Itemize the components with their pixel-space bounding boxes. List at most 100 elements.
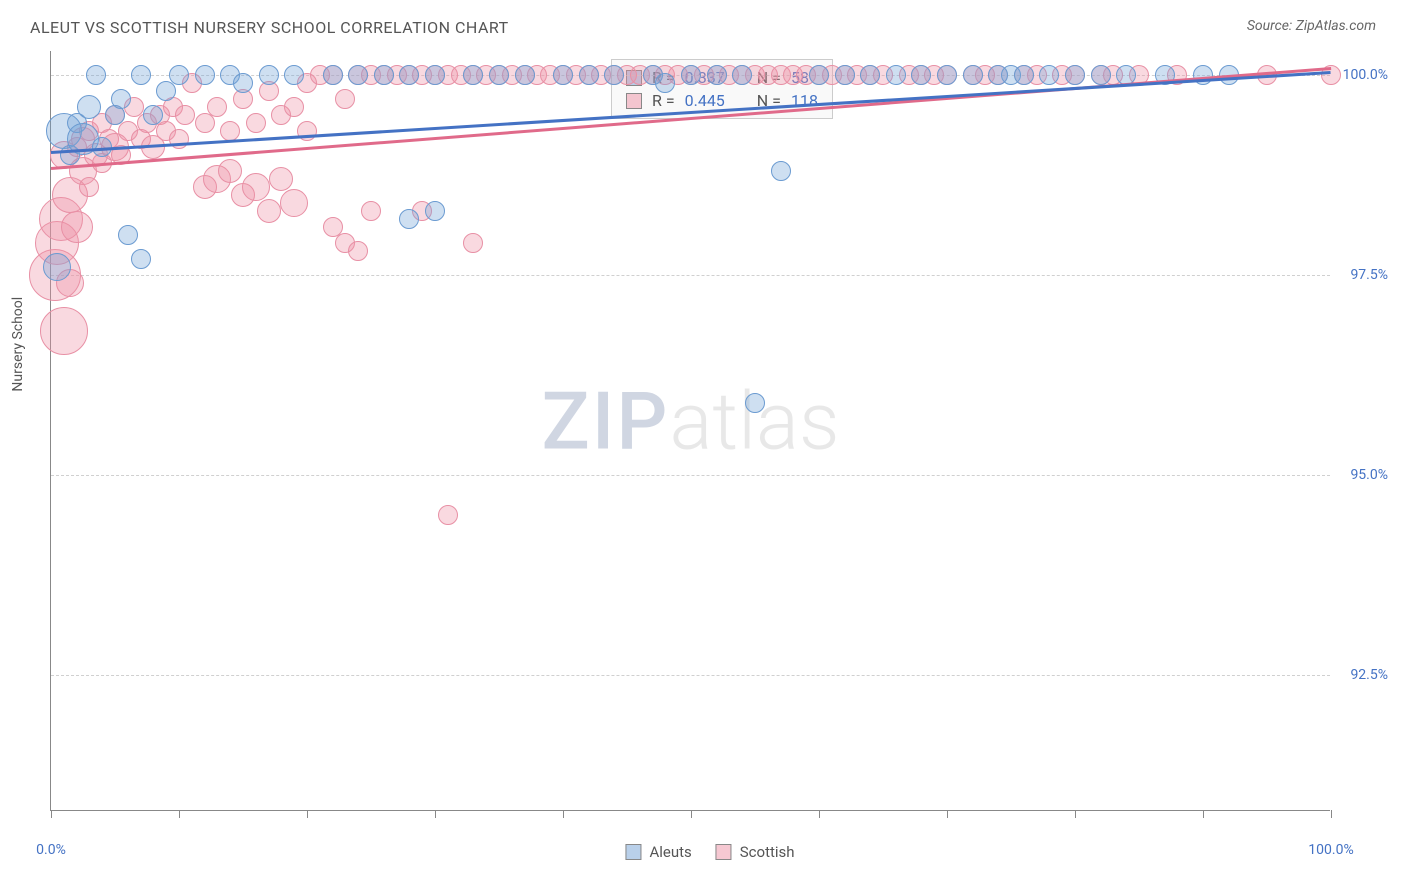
scottish-swatch-icon	[626, 93, 642, 109]
watermark: ZIPatlas	[542, 374, 840, 468]
data-point	[131, 65, 151, 85]
gridline	[51, 475, 1330, 476]
data-point	[233, 73, 253, 93]
legend-label-scottish: Scottish	[740, 843, 795, 861]
data-point	[438, 505, 458, 525]
r-label: R =	[652, 91, 675, 110]
scottish-r-value: 0.445	[685, 91, 725, 110]
data-point	[131, 249, 151, 269]
data-point	[361, 201, 381, 221]
data-point	[1039, 65, 1059, 85]
data-point	[374, 65, 394, 85]
data-point	[143, 105, 163, 125]
data-point	[218, 159, 242, 183]
xtick	[1331, 810, 1332, 818]
data-point	[1014, 65, 1034, 85]
data-point	[399, 65, 419, 85]
data-point	[257, 199, 281, 223]
data-point	[242, 173, 270, 201]
data-point	[937, 65, 957, 85]
data-point	[43, 253, 71, 281]
data-point	[348, 65, 368, 85]
data-point	[335, 89, 355, 109]
data-point	[86, 65, 106, 85]
data-point	[61, 211, 93, 243]
ytick-label: 95.0%	[1350, 467, 1388, 483]
xtick	[819, 810, 820, 818]
data-point	[77, 95, 101, 119]
data-point	[809, 65, 829, 85]
data-point	[425, 65, 445, 85]
data-point	[111, 89, 131, 109]
data-point	[118, 225, 138, 245]
source-text: Source: ZipAtlas.com	[1247, 18, 1376, 37]
data-point	[963, 65, 983, 85]
data-point	[195, 65, 215, 85]
data-point	[860, 65, 880, 85]
data-point	[246, 113, 266, 133]
xtick	[179, 810, 180, 818]
watermark-zip: ZIP	[542, 374, 670, 468]
y-axis-label: Nursery School	[10, 297, 26, 392]
data-point	[156, 81, 176, 101]
xtick	[563, 810, 564, 818]
data-point	[195, 113, 215, 133]
xtick	[691, 810, 692, 818]
data-point	[1065, 65, 1085, 85]
legend: Aleuts Scottish	[625, 843, 794, 861]
data-point	[280, 189, 308, 217]
data-point	[284, 97, 304, 117]
data-point	[169, 65, 189, 85]
data-point	[284, 65, 304, 85]
data-point	[911, 65, 931, 85]
ytick-label: 100.0%	[1343, 67, 1388, 83]
scottish-swatch-icon	[716, 844, 732, 860]
data-point	[297, 121, 317, 141]
gridline	[51, 275, 1330, 276]
xtick	[1203, 810, 1204, 818]
data-point	[269, 167, 293, 191]
data-point	[220, 121, 240, 141]
xtick	[1075, 810, 1076, 818]
data-point	[745, 393, 765, 413]
legend-item-aleuts: Aleuts	[625, 843, 691, 861]
data-point	[515, 65, 535, 85]
data-point	[655, 73, 675, 93]
watermark-atlas: atlas	[669, 374, 839, 468]
data-point	[886, 65, 906, 85]
data-point	[323, 65, 343, 85]
plot-area: ZIPatlas R = 0.337 N = 58 R = 0.445 N = …	[50, 51, 1330, 811]
data-point	[425, 201, 445, 221]
data-point	[1193, 65, 1213, 85]
data-point	[835, 65, 855, 85]
data-point	[1091, 65, 1111, 85]
data-point	[399, 209, 419, 229]
data-point	[489, 65, 509, 85]
xtick-label: 100.0%	[1308, 842, 1353, 858]
chart-title: ALEUT VS SCOTTISH NURSERY SCHOOL CORRELA…	[30, 18, 509, 37]
xtick	[307, 810, 308, 818]
xtick-label: 0.0%	[36, 842, 66, 858]
data-point	[681, 65, 701, 85]
xtick	[947, 810, 948, 818]
data-point	[553, 65, 573, 85]
data-point	[604, 65, 624, 85]
data-point	[463, 233, 483, 253]
legend-item-scottish: Scottish	[716, 843, 795, 861]
gridline	[51, 675, 1330, 676]
chart-container: Nursery School ZIPatlas R = 0.337 N = 58…	[50, 51, 1370, 811]
data-point	[169, 129, 189, 149]
data-point	[40, 307, 88, 355]
data-point	[348, 241, 368, 261]
aleuts-swatch-icon	[625, 844, 641, 860]
ytick-label: 92.5%	[1350, 667, 1388, 683]
data-point	[463, 65, 483, 85]
data-point	[79, 177, 99, 197]
data-point	[579, 65, 599, 85]
xtick	[51, 810, 52, 818]
data-point	[259, 65, 279, 85]
legend-label-aleuts: Aleuts	[649, 843, 691, 861]
ytick-label: 97.5%	[1350, 267, 1388, 283]
xtick	[435, 810, 436, 818]
data-point	[207, 97, 227, 117]
